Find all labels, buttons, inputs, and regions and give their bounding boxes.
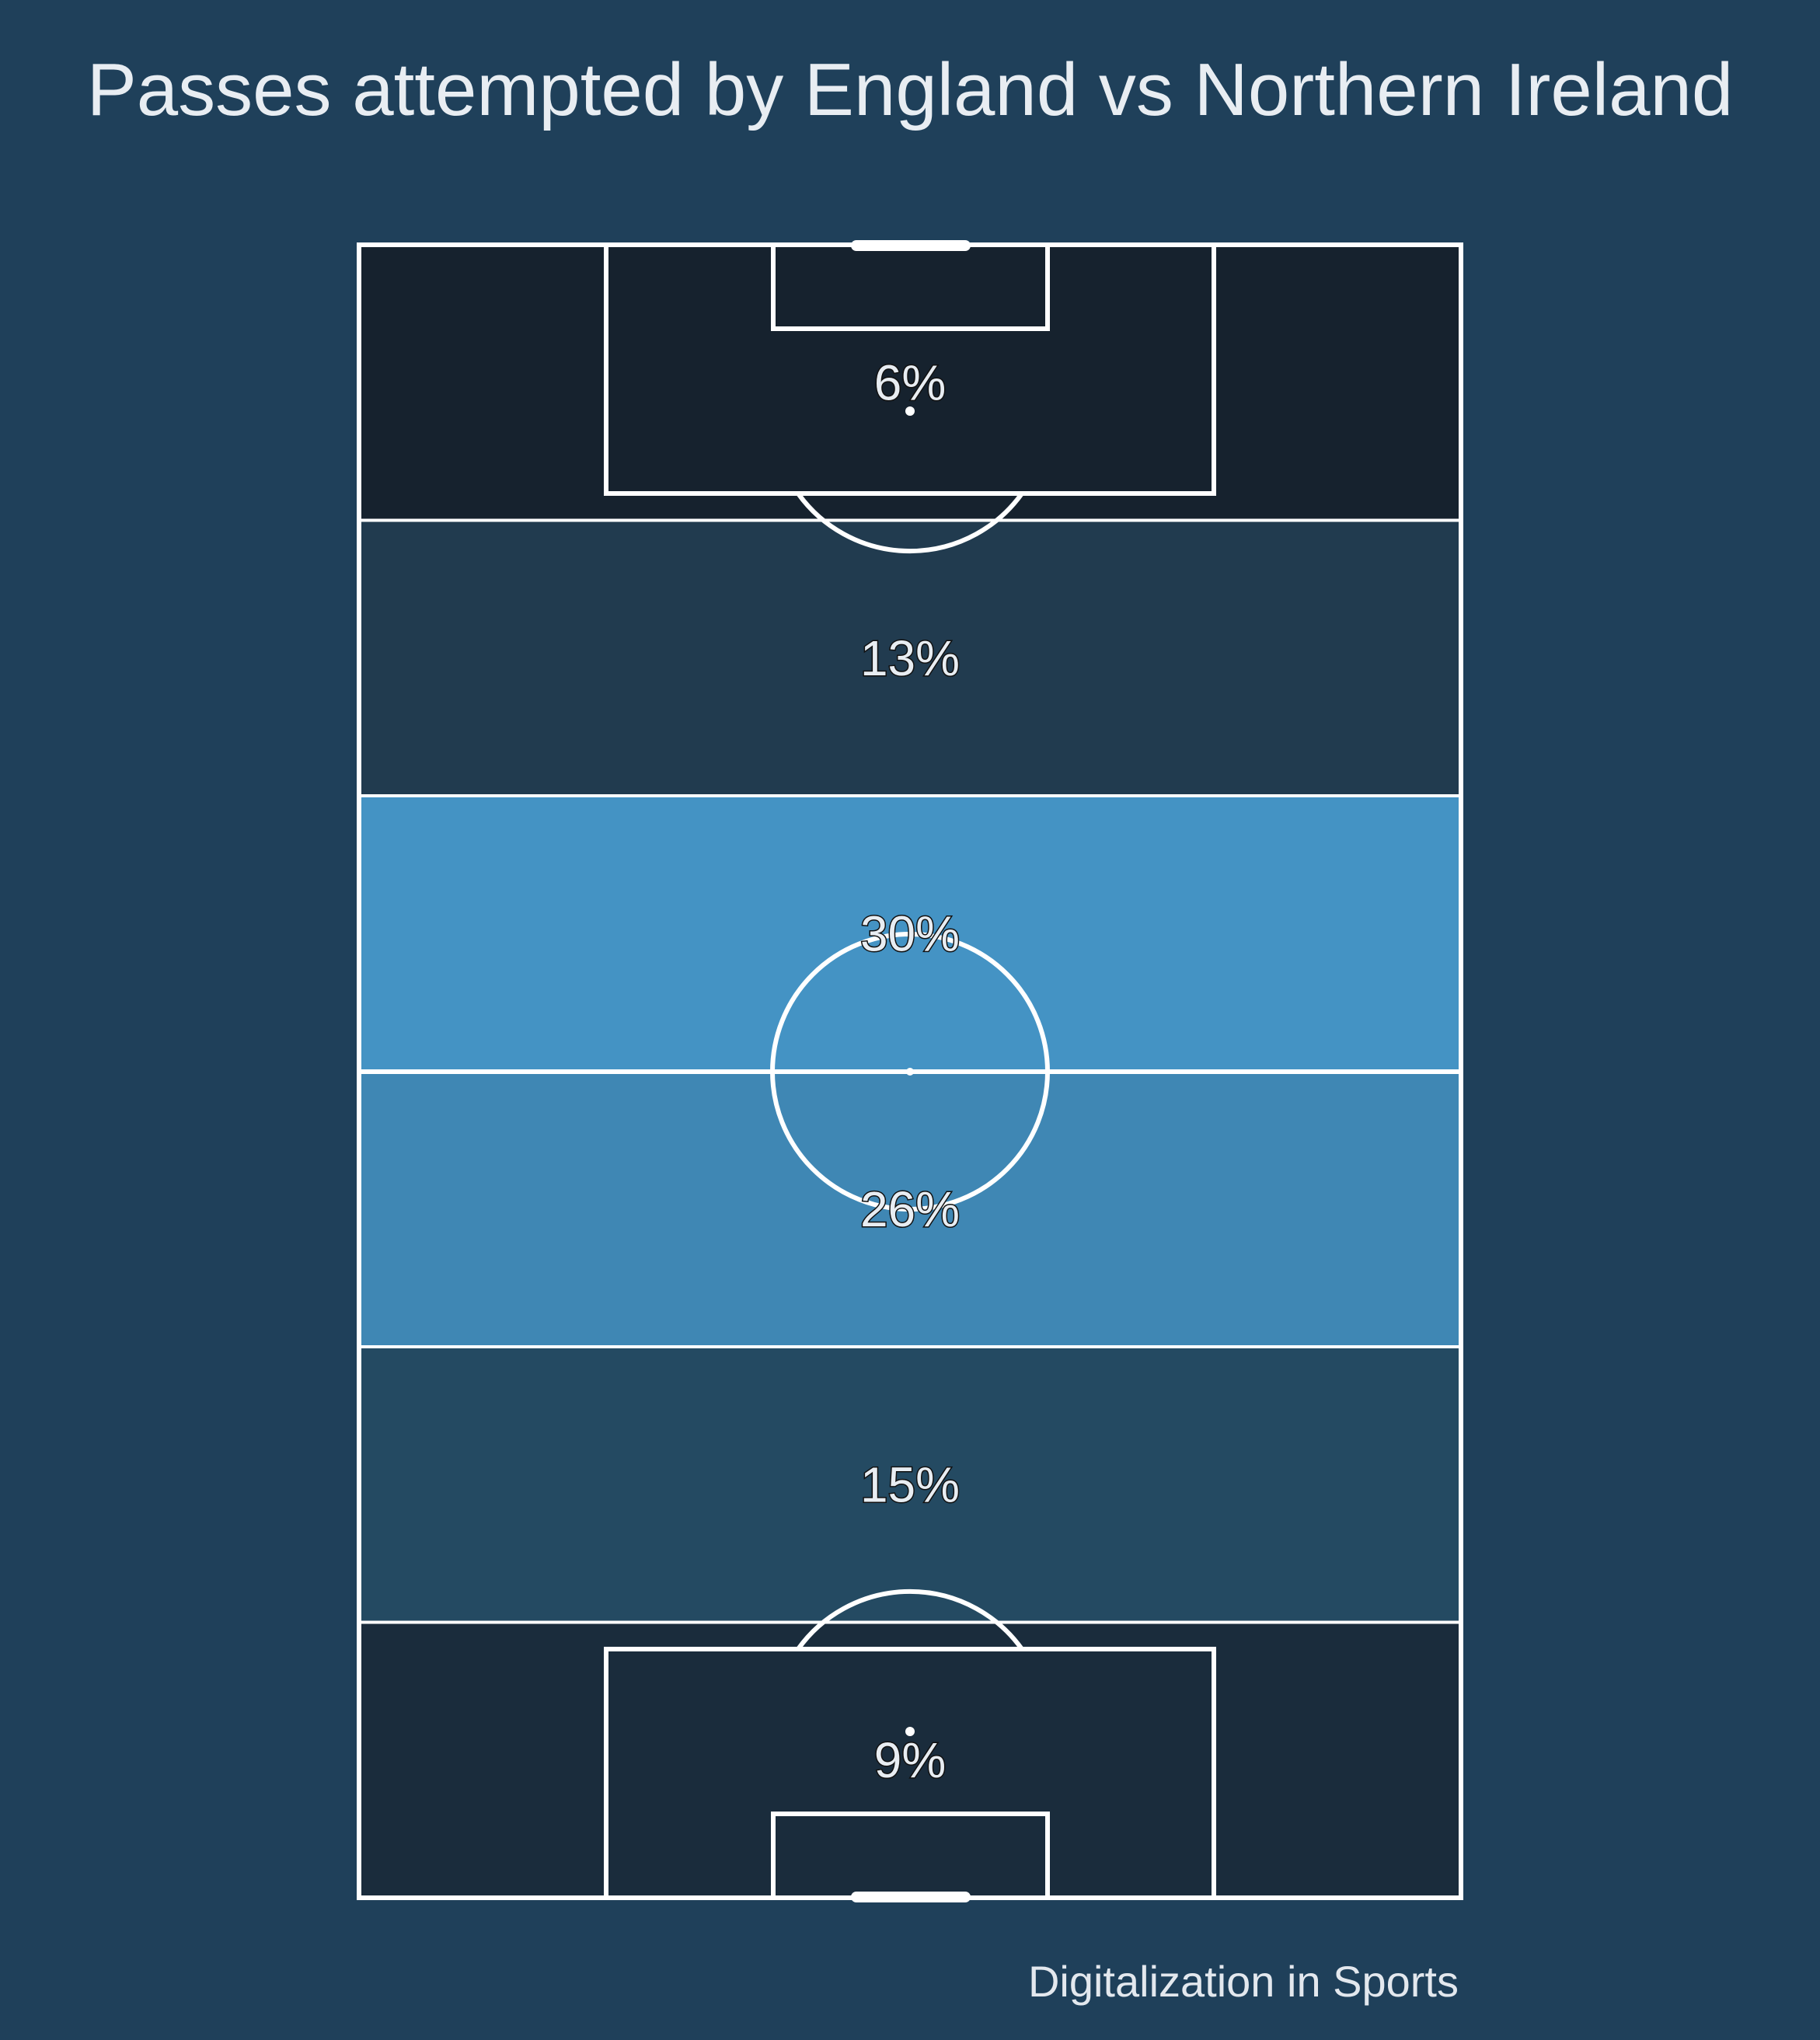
bottom-goal: [851, 1892, 971, 1902]
bottom-penalty-spot: [905, 1727, 915, 1736]
zone-labels: 6% 13% 30% 26% 15% 9%: [859, 354, 961, 1790]
zone-label-4: 26%: [860, 1181, 960, 1237]
zone-2: [357, 518, 1463, 797]
zone-label-5: 15%: [860, 1456, 960, 1512]
zone-label-2: 13%: [860, 630, 960, 686]
chart-title: Passes attempted by England vs Northern …: [86, 48, 1734, 131]
zone-1: [357, 243, 1463, 522]
pitch-details: [851, 240, 971, 1902]
top-penalty-arc: [796, 492, 1024, 553]
centre-circle: [770, 932, 1050, 1212]
zone-label-3: 30%: [860, 905, 960, 961]
top-penalty-spot: [905, 406, 915, 416]
zone-label-6: 9%: [874, 1732, 947, 1788]
bottom-penalty-arc: [796, 1589, 1024, 1651]
top-goal: [851, 240, 971, 251]
zone-label-1: 6%: [874, 354, 947, 410]
centre-spot: [906, 1068, 914, 1076]
credit-text: Digitalization in Sports: [1027, 1957, 1459, 2006]
